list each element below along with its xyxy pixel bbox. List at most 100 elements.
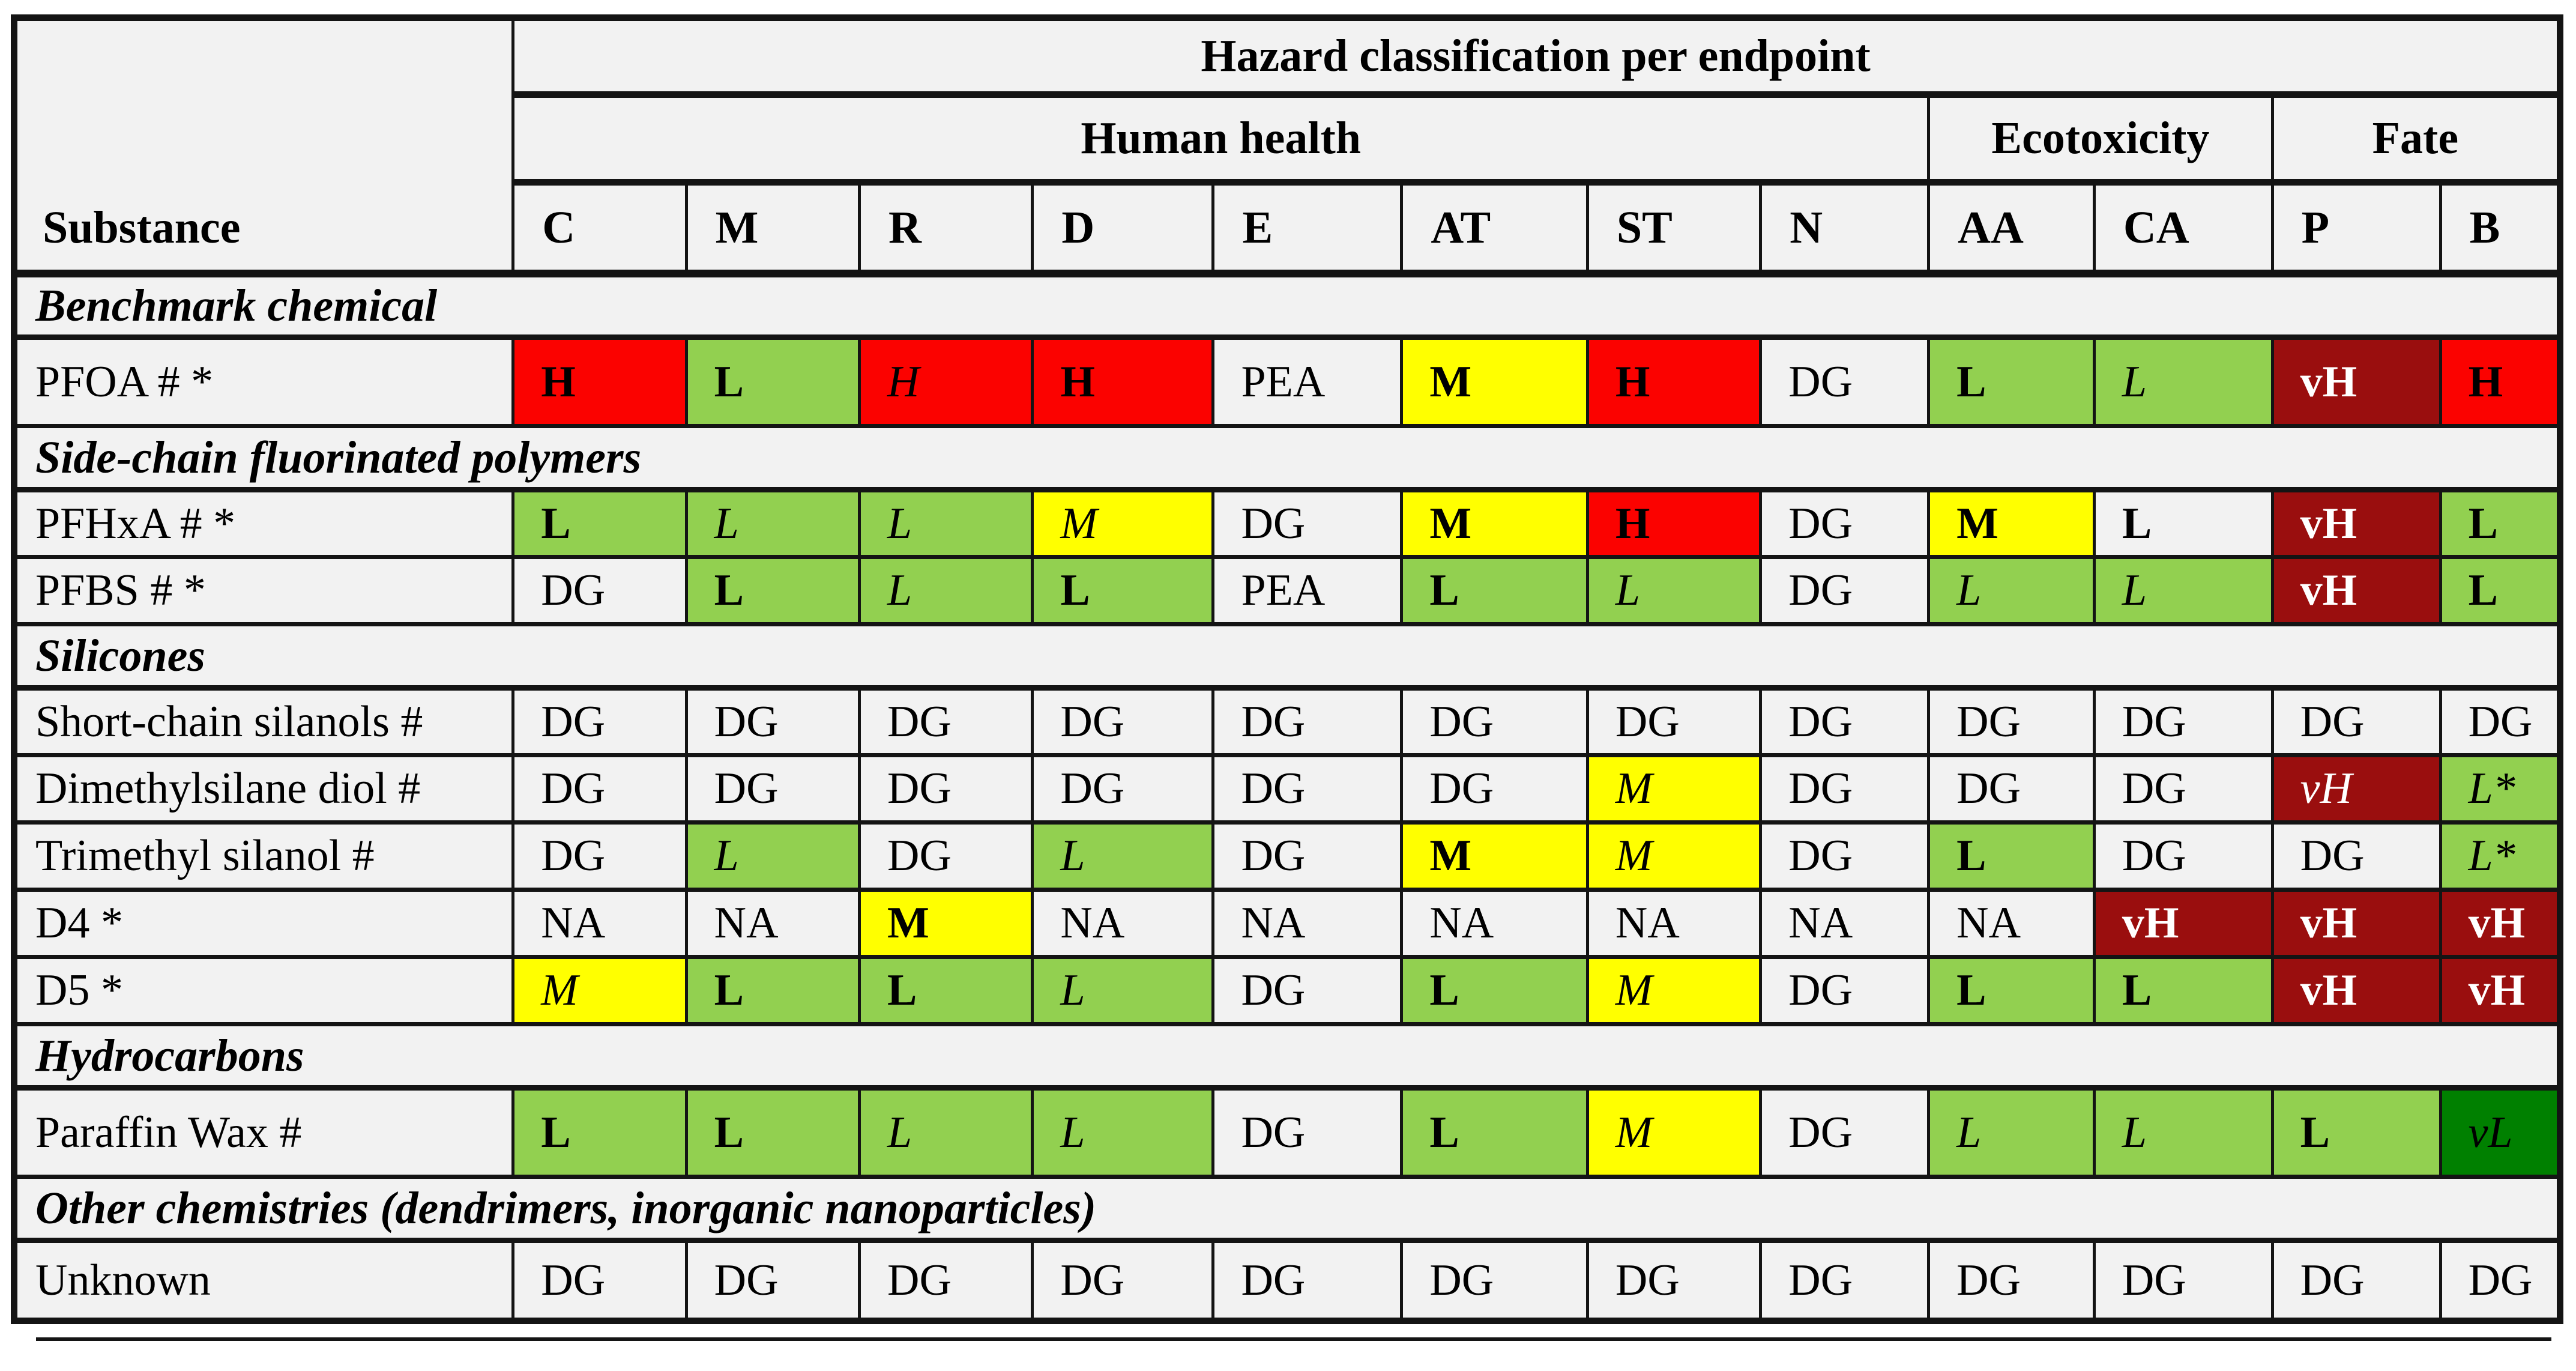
hazard-cell-b: DG xyxy=(2439,1238,2562,1323)
hazard-cell-st: H xyxy=(1585,335,1763,428)
hazard-cell-p: DG xyxy=(2270,686,2442,757)
hazard-cell-c: DG xyxy=(511,753,688,825)
hazard-cell-e: PEA xyxy=(1211,555,1404,626)
hazard-cell-ca: DG xyxy=(2092,820,2274,892)
hazard-cell-n: DG xyxy=(1759,820,1931,892)
hazard-cell-r: L xyxy=(857,955,1034,1026)
hazard-cell-m: L xyxy=(684,335,861,428)
hazard-cell-c: DG xyxy=(511,555,688,626)
section-row: Other chemistries (dendrimers, inorganic… xyxy=(13,1175,2562,1243)
hazard-cell-aa: M xyxy=(1927,488,2096,559)
hazard-cell-ca: vH xyxy=(2092,888,2274,959)
hazard-cell-d: L xyxy=(1031,955,1215,1026)
hazard-cell-st: M xyxy=(1585,820,1763,892)
hazard-cell-at: DG xyxy=(1400,753,1589,825)
hazard-cell-n: DG xyxy=(1759,753,1931,825)
column-header-d: D xyxy=(1031,180,1215,277)
substance-name: Dimethylsilane diol # xyxy=(12,753,515,825)
hazard-cell-m: L xyxy=(684,820,861,892)
hazard-cell-r: L xyxy=(857,555,1034,626)
table-row: Dimethylsilane diol # DG DG DG DG DG DG M DG DG DG… xyxy=(12,753,2562,825)
group-header-human-health: Human health xyxy=(511,92,1931,186)
hazard-cell-st: M xyxy=(1585,955,1763,1026)
hazard-cell-b: vL xyxy=(2439,1086,2562,1179)
section-row: Benchmark chemical xyxy=(13,271,2562,340)
column-header-ca: CA xyxy=(2092,180,2274,277)
hazard-cell-d: L xyxy=(1031,820,1215,892)
hazard-cell-st: H xyxy=(1585,488,1763,559)
substance-name: PFBS # * xyxy=(12,555,515,626)
table-row: Unknown DG DG DG DG DG DG DG DG DG DG DG DG xyxy=(12,1238,2562,1323)
group-header-fate: Fate xyxy=(2270,92,2562,186)
hazard-cell-n: DG xyxy=(1759,335,1931,428)
hazard-cell-c: M xyxy=(511,955,688,1026)
section-row: Hydrocarbons xyxy=(13,1022,2562,1091)
hazard-cell-ca: L xyxy=(2092,1086,2274,1179)
hazard-cell-aa: L xyxy=(1927,820,2096,892)
column-header-c: C xyxy=(511,180,688,277)
hazard-cell-aa: DG xyxy=(1927,753,2096,825)
hazard-cell-ca: L xyxy=(2092,955,2274,1026)
hazard-cell-c: H xyxy=(511,335,688,428)
hazard-cell-at: L xyxy=(1400,1086,1589,1179)
hazard-cell-d: NA xyxy=(1031,888,1215,959)
hazard-cell-d: H xyxy=(1031,335,1215,428)
section-title: Benchmark chemical xyxy=(13,271,2562,340)
hazard-cell-e: DG xyxy=(1211,955,1404,1026)
hazard-cell-c: DG xyxy=(511,686,688,757)
hazard-cell-aa: L xyxy=(1927,335,2096,428)
hazard-cell-st: NA xyxy=(1585,888,1763,959)
column-header-n: N xyxy=(1759,180,1931,277)
hazard-cell-at: M xyxy=(1400,820,1589,892)
column-header-p: P xyxy=(2270,180,2442,277)
hazard-cell-e: DG xyxy=(1211,1238,1404,1323)
hazard-cell-b: vH xyxy=(2439,888,2562,959)
hazard-cell-e: PEA xyxy=(1211,335,1404,428)
section-title: Silicones xyxy=(13,622,2562,691)
hazard-cell-c: L xyxy=(511,1086,688,1179)
hazard-cell-at: DG xyxy=(1400,686,1589,757)
section-title: Hydrocarbons xyxy=(13,1022,2562,1091)
hazard-cell-at: M xyxy=(1400,335,1589,428)
table-row: Trimethyl silanol # DG L DG L DG M M DG L DG DG L* xyxy=(12,820,2562,892)
substance-name: Unknown xyxy=(12,1238,515,1323)
hazard-cell-m: L xyxy=(684,1086,861,1179)
column-header-b: B xyxy=(2439,180,2562,277)
hazard-cell-at: L xyxy=(1400,555,1589,626)
hazard-cell-p: L xyxy=(2270,1086,2442,1179)
hazard-cell-ca: DG xyxy=(2092,753,2274,825)
hazard-cell-aa: L xyxy=(1927,1086,2096,1179)
hazard-cell-r: H xyxy=(857,335,1034,428)
section-row: Side-chain fluorinated polymers xyxy=(13,424,2562,492)
hazard-cell-st: M xyxy=(1585,753,1763,825)
hazard-cell-r: DG xyxy=(857,1238,1034,1323)
hazard-classification-table: Substance Hazard classification per endp… xyxy=(11,14,2563,1324)
column-header-m: M xyxy=(684,180,861,277)
hazard-cell-r: L xyxy=(857,1086,1034,1179)
hazard-cell-e: DG xyxy=(1211,1086,1404,1179)
hazard-cell-st: DG xyxy=(1585,686,1763,757)
hazard-cell-e: DG xyxy=(1211,820,1404,892)
substance-name: PFHxA # * xyxy=(12,488,515,559)
hazard-cell-e: NA xyxy=(1211,888,1404,959)
hazard-cell-m: L xyxy=(684,488,861,559)
hazard-cell-n: DG xyxy=(1759,686,1931,757)
hazard-cell-d: DG xyxy=(1031,1238,1215,1323)
hazard-cell-ca: L xyxy=(2092,335,2274,428)
hazard-cell-aa: L xyxy=(1927,955,2096,1026)
table-title: Hazard classification per endpoint xyxy=(511,16,2562,98)
section-title: Side-chain fluorinated polymers xyxy=(13,424,2562,492)
column-header-st: ST xyxy=(1585,180,1763,277)
hazard-cell-p: vH xyxy=(2270,888,2442,959)
hazard-cell-b: vH xyxy=(2439,955,2562,1026)
column-header-at: AT xyxy=(1400,180,1589,277)
hazard-cell-e: DG xyxy=(1211,686,1404,757)
hazard-cell-p: vH xyxy=(2270,555,2442,626)
hazard-cell-at: M xyxy=(1400,488,1589,559)
hazard-cell-n: DG xyxy=(1759,555,1931,626)
column-header-e: E xyxy=(1211,180,1404,277)
hazard-cell-aa: DG xyxy=(1927,1238,2096,1323)
